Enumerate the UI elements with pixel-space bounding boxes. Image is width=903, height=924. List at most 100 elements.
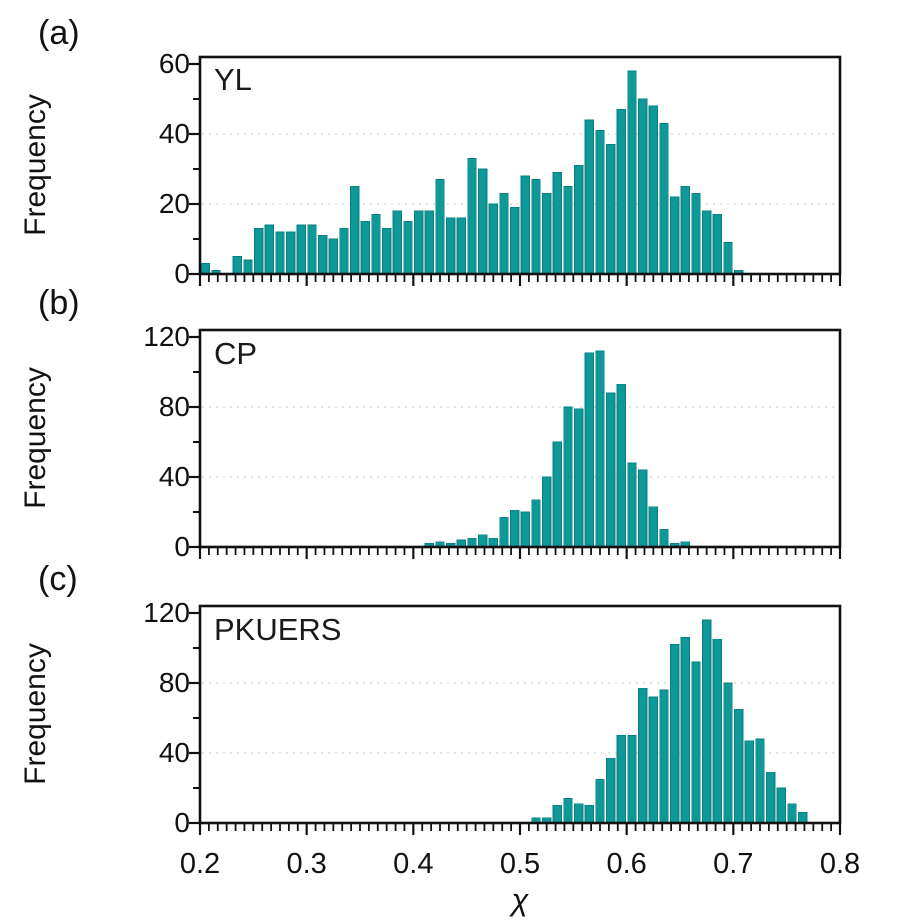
histogram-bar	[574, 408, 584, 548]
histogram-bar	[734, 708, 744, 824]
panel-a-letter: (a)	[38, 14, 80, 52]
y-tick-label: 120	[143, 321, 190, 352]
histogram-bar	[243, 259, 253, 275]
histogram-bar	[542, 476, 552, 548]
panel-b-title: CP	[214, 336, 258, 371]
histogram-bar	[574, 803, 584, 824]
histogram-bar	[478, 534, 488, 548]
histogram-bar	[339, 228, 349, 275]
y-tick-label: 0	[174, 531, 190, 562]
histogram-bar	[670, 196, 680, 275]
histogram-bar	[680, 637, 690, 824]
histogram-bar	[467, 537, 477, 548]
histogram-bar	[638, 687, 648, 824]
histogram-bar	[627, 70, 637, 275]
histogram-bar	[659, 689, 669, 824]
histogram-bar	[744, 740, 754, 824]
histogram-bar	[798, 812, 808, 824]
histogram-bar	[638, 98, 648, 275]
histogram-bar	[723, 242, 733, 275]
histogram-bar	[595, 350, 605, 548]
histogram-bar	[499, 516, 509, 548]
histogram-bar	[552, 172, 562, 275]
x-tick-label: 0.5	[499, 848, 541, 880]
histogram-bar	[563, 406, 573, 548]
x-axis-label: χ	[511, 882, 529, 917]
panel-c-title: PKUERS	[214, 612, 342, 647]
histogram-bar	[776, 787, 786, 824]
x-tick-label: 0.8	[819, 848, 861, 880]
histogram-bar	[552, 441, 562, 548]
histogram-bar	[520, 511, 530, 548]
histogram-bar	[691, 193, 701, 275]
histogram-bar	[446, 217, 456, 275]
y-tick-label: 0	[174, 807, 190, 838]
histogram-bar	[755, 738, 765, 824]
panel-a-title: YL	[214, 62, 252, 97]
histogram-bar	[467, 158, 477, 275]
panel-b-letter: (b)	[38, 284, 80, 322]
histogram-bar	[648, 105, 658, 275]
plot-frame	[198, 604, 842, 825]
histogram-bar	[392, 210, 402, 275]
histogram-bar	[499, 193, 509, 275]
y-tick-label: 40	[158, 118, 190, 149]
x-tick-label: 0.3	[286, 848, 327, 880]
y-tick-label: 20	[158, 188, 190, 219]
histogram-bar	[552, 805, 562, 824]
y-tick-label: 0	[174, 258, 190, 289]
y-tick-label: 120	[143, 597, 190, 628]
histogram-bar	[659, 529, 669, 548]
histogram-bar	[584, 805, 594, 824]
histogram-bar	[712, 214, 722, 275]
plot-frame	[198, 55, 842, 276]
histogram-bar	[606, 392, 616, 548]
histogram-bar	[488, 203, 498, 275]
y-tick-label: 80	[158, 667, 190, 698]
histogram-bar	[510, 207, 520, 275]
histogram-bar	[627, 462, 637, 548]
histogram-bar	[318, 235, 328, 275]
histogram-bar	[531, 499, 541, 548]
histogram-bar	[584, 352, 594, 548]
histogram-bar	[264, 224, 274, 275]
histogram-bar	[638, 469, 648, 548]
histogram-bar	[435, 179, 445, 275]
histogram-bar	[659, 123, 669, 275]
histogram-bar	[584, 119, 594, 275]
histogram-bar	[478, 168, 488, 275]
histogram-bar	[616, 383, 626, 548]
histogram-bar	[606, 757, 616, 824]
histogram-bar	[286, 231, 296, 275]
histogram-bar	[307, 224, 317, 275]
histogram-bar	[542, 193, 552, 275]
plot-frame	[198, 328, 842, 549]
histogram-bar	[574, 165, 584, 275]
histogram-bar	[595, 130, 605, 275]
histogram-bar	[712, 638, 722, 824]
histogram-bar	[648, 506, 658, 548]
histogram-bar	[414, 210, 424, 275]
x-tick-label: 0.6	[606, 848, 647, 880]
histogram-bar	[680, 186, 690, 275]
histogram-bar	[520, 175, 530, 275]
histogram-bar	[648, 696, 658, 824]
histogram-bar	[595, 778, 605, 824]
histogram-bar	[254, 228, 264, 275]
histogram-bar	[563, 186, 573, 275]
histogram-bar	[616, 109, 626, 275]
histogram-bar	[328, 238, 338, 275]
histogram-bar	[360, 221, 370, 275]
y-tick-label: 40	[158, 737, 190, 768]
histogram-bar	[766, 771, 776, 824]
histogram-bar	[670, 644, 680, 824]
y-tick-label: 80	[158, 391, 190, 422]
histogram-bar	[456, 217, 466, 275]
histogram-bar	[531, 179, 541, 275]
histogram-bar	[723, 682, 733, 824]
panel-a-ylabel: Frequency	[19, 94, 52, 236]
histogram-bar	[563, 798, 573, 824]
histogram-bar	[200, 263, 210, 275]
